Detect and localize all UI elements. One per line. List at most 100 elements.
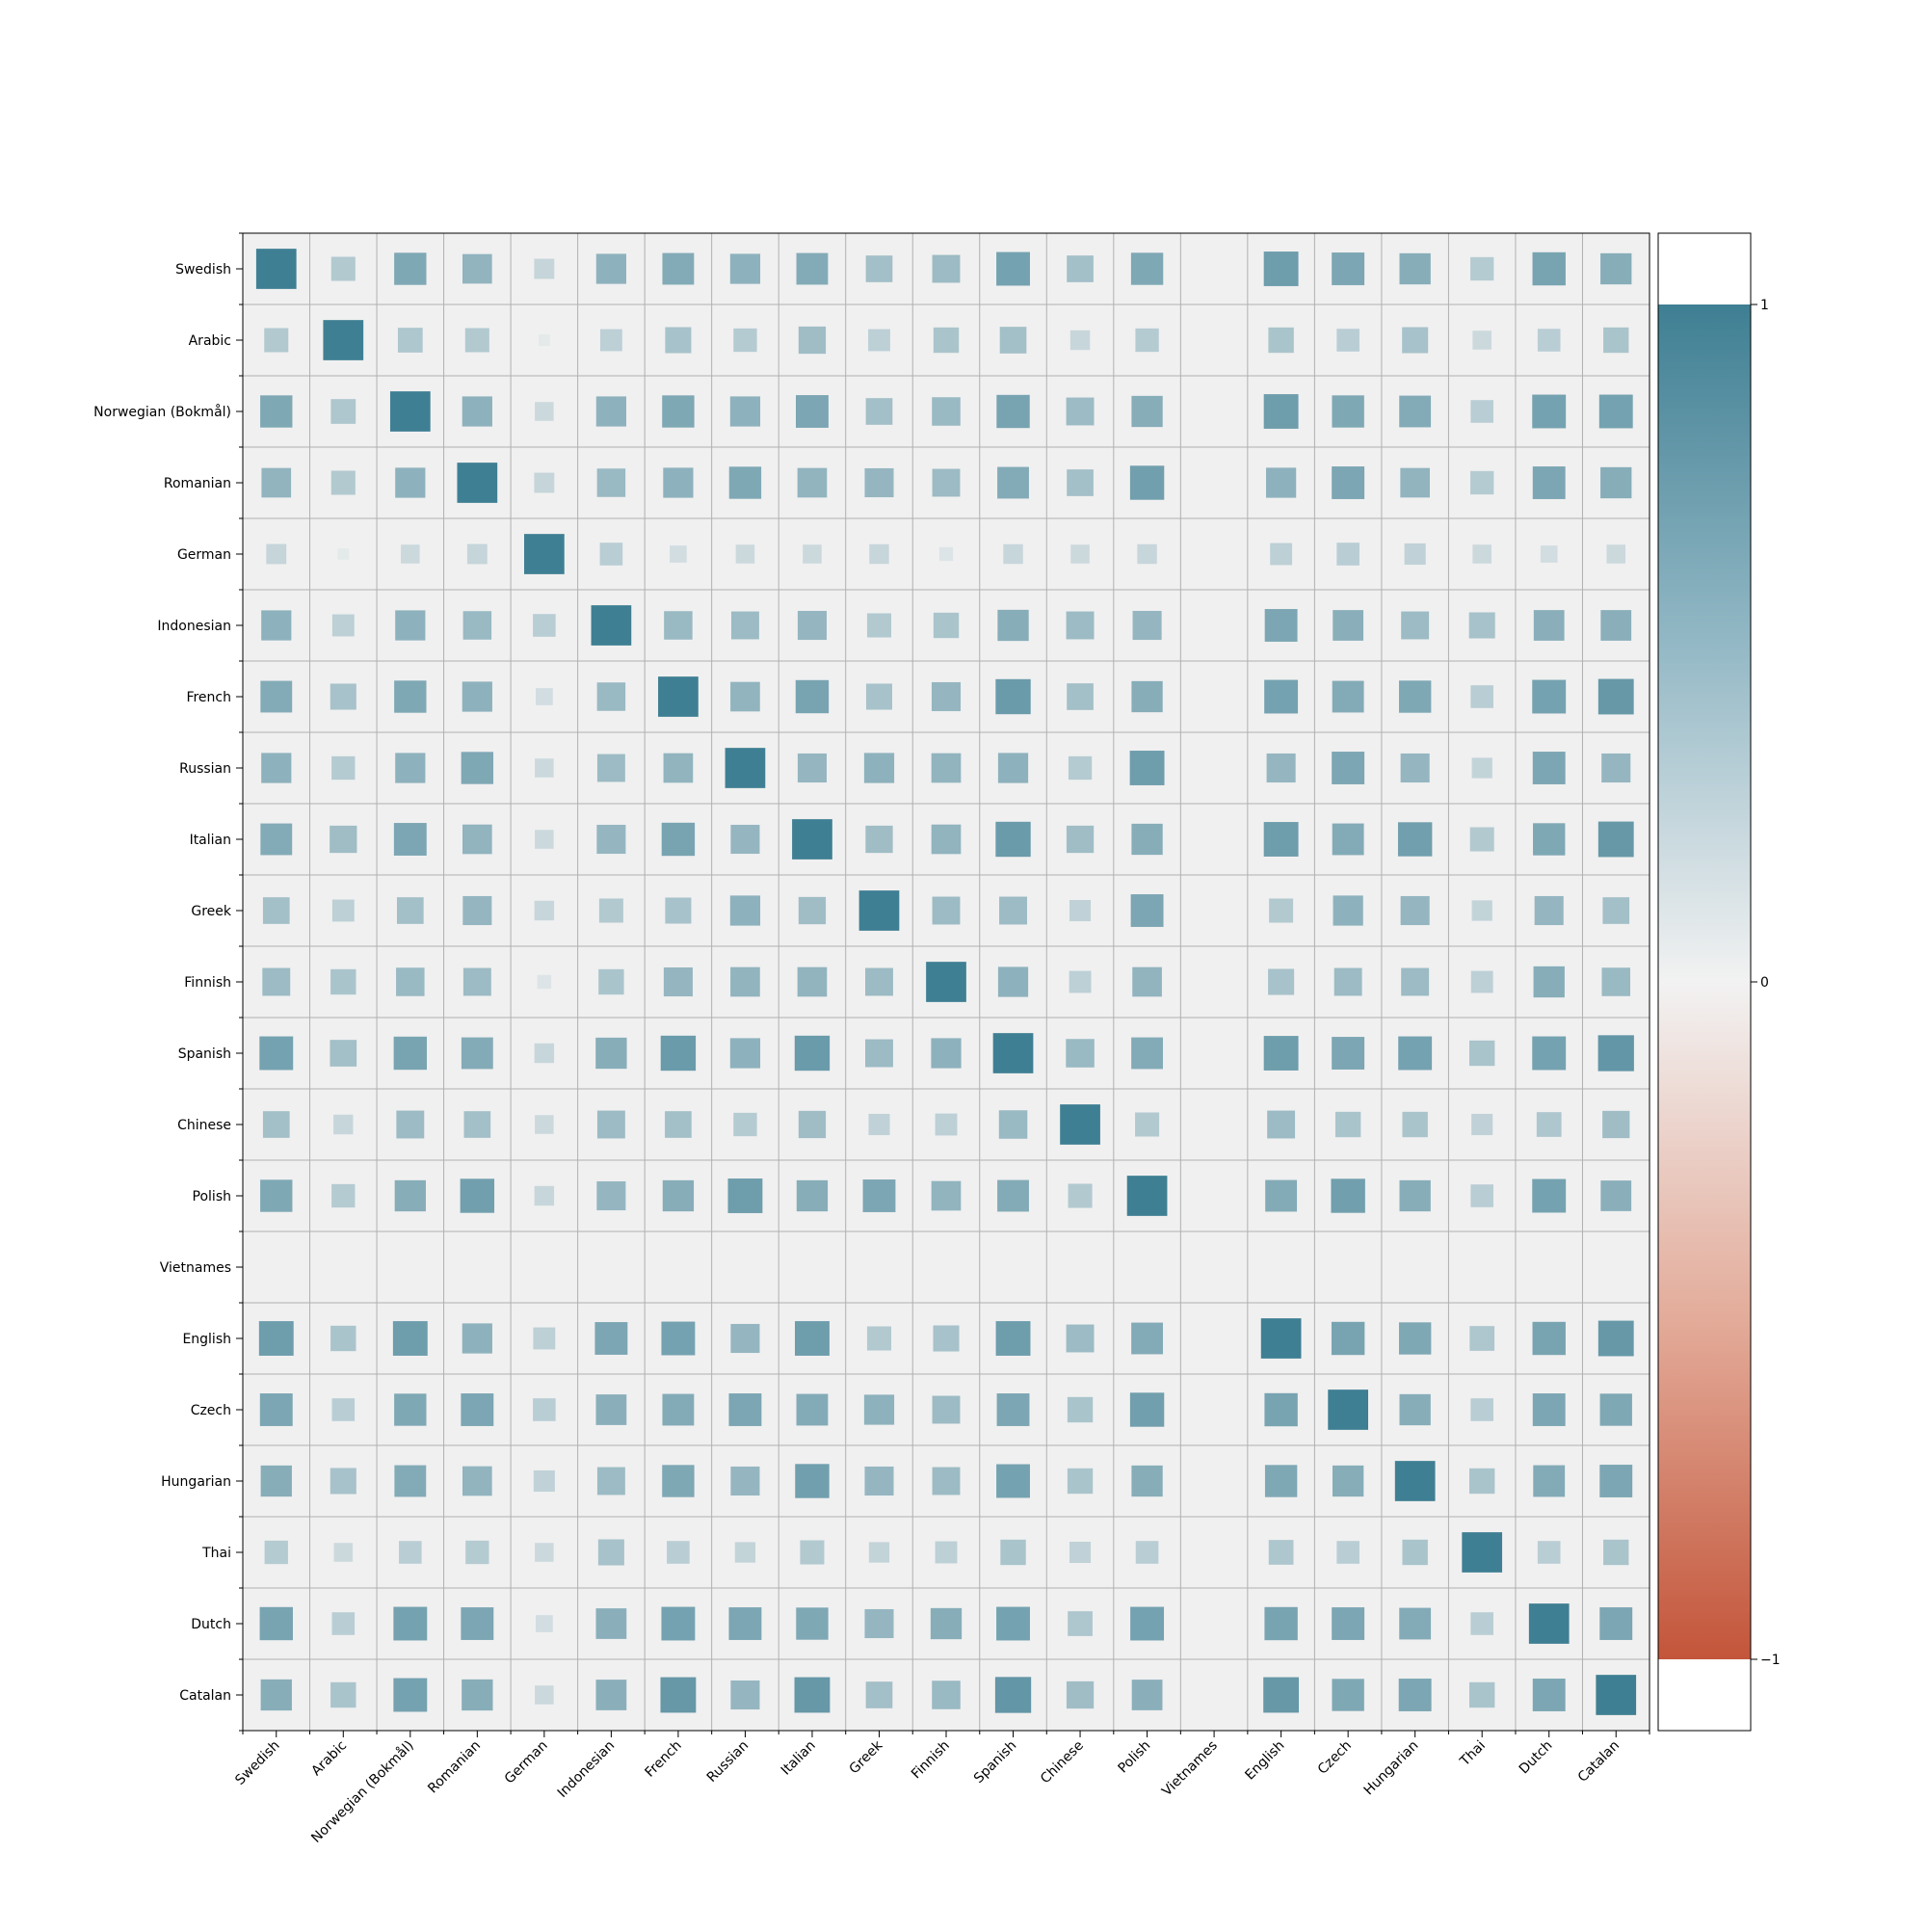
heatmap-cell xyxy=(797,753,827,783)
heatmap-cell xyxy=(1067,255,1094,282)
heatmap-cell xyxy=(1532,1393,1566,1426)
heatmap-cell xyxy=(1069,330,1091,351)
heatmap-cell xyxy=(1066,397,1095,426)
heatmap-cell xyxy=(658,676,699,717)
heatmap-cell xyxy=(457,463,498,503)
heatmap-cell xyxy=(1597,821,1634,858)
heatmap-cell xyxy=(535,402,554,421)
heatmap-cell xyxy=(534,900,555,921)
heatmap-cell xyxy=(1404,543,1426,566)
heatmap-cell xyxy=(596,824,626,855)
heatmap-cell xyxy=(1060,1104,1100,1145)
heatmap-cell xyxy=(1263,394,1299,429)
x-tick-label: German xyxy=(502,1738,551,1787)
heatmap-cell xyxy=(1601,753,1631,783)
heatmap-cell xyxy=(997,466,1029,499)
heatmap-cell xyxy=(1399,395,1432,428)
heatmap-cell xyxy=(462,1679,493,1711)
heatmap-cell xyxy=(260,1465,292,1497)
heatmap-cell xyxy=(1394,1461,1436,1501)
heatmap-cell xyxy=(1268,327,1294,354)
heatmap-cell xyxy=(535,758,554,778)
heatmap-cell xyxy=(1003,543,1023,565)
heatmap-cell xyxy=(1263,1036,1299,1071)
heatmap-cell xyxy=(1067,683,1094,710)
x-tick-label: English xyxy=(1242,1738,1287,1784)
heatmap-cell xyxy=(1068,755,1093,781)
heatmap-cell xyxy=(1332,823,1364,856)
heatmap-cell xyxy=(931,681,962,712)
heatmap-cell xyxy=(1602,1110,1630,1139)
colorbar-tick-label: −1 xyxy=(1760,1653,1781,1668)
heatmap-cell xyxy=(534,472,555,493)
heatmap-cell xyxy=(1534,895,1564,926)
heatmap-cell xyxy=(1533,610,1565,641)
x-tick-label: Dutch xyxy=(1517,1738,1556,1778)
heatmap-cell xyxy=(1402,1539,1428,1566)
heatmap-cell xyxy=(1600,252,1632,285)
heatmap-cell xyxy=(1596,1675,1637,1715)
heatmap-cell xyxy=(461,1607,494,1640)
y-tick-label: Greek xyxy=(191,904,232,919)
heatmap-cell xyxy=(1597,1320,1634,1357)
heatmap-cell xyxy=(660,1677,697,1713)
heatmap-cell xyxy=(794,1035,831,1072)
heatmap-cell xyxy=(595,1608,627,1639)
heatmap-cell xyxy=(1000,1539,1026,1566)
heatmap-cell xyxy=(598,968,624,995)
heatmap-cell xyxy=(596,1467,625,1495)
heatmap-cell xyxy=(866,613,891,638)
heatmap-cell xyxy=(259,1036,294,1071)
heatmap-cell xyxy=(1532,466,1566,499)
heatmap-cell xyxy=(930,1607,963,1640)
heatmap-cell xyxy=(665,897,692,924)
heatmap-cell xyxy=(1131,823,1163,856)
heatmap-cell xyxy=(1470,1612,1493,1635)
y-tick-label: Swedish xyxy=(175,262,231,278)
heatmap-cell xyxy=(394,1393,427,1426)
heatmap-cell xyxy=(538,334,550,346)
heatmap-cell xyxy=(795,1321,830,1356)
heatmap-cell xyxy=(727,1178,763,1213)
heatmap-cell xyxy=(733,328,757,353)
heatmap-cell xyxy=(1600,466,1632,499)
heatmap-cell xyxy=(729,396,761,427)
heatmap-cell xyxy=(536,1615,553,1632)
y-tick-label: Russian xyxy=(179,761,231,777)
heatmap-cell xyxy=(1070,544,1090,564)
y-tick-label: Czech xyxy=(191,1403,231,1418)
heatmap-cell xyxy=(863,753,895,783)
heatmap-cell xyxy=(997,1179,1029,1212)
heatmap-cell xyxy=(393,1606,428,1641)
heatmap-cell xyxy=(330,825,357,854)
y-tick-label: Italian xyxy=(190,833,231,848)
heatmap-cell xyxy=(797,966,828,997)
heatmap-cell xyxy=(535,830,554,849)
heatmap-cell xyxy=(599,543,623,566)
heatmap-cell xyxy=(1268,968,1295,995)
heatmap-cell xyxy=(1260,1318,1302,1359)
heatmap-cell xyxy=(1400,895,1430,926)
heatmap-cell xyxy=(1533,966,1565,998)
heatmap-cell xyxy=(393,1036,428,1071)
heatmap-cell xyxy=(933,327,960,354)
heatmap-cell xyxy=(1599,1393,1632,1426)
heatmap-cell xyxy=(996,394,1030,429)
heatmap-cell xyxy=(1401,611,1430,640)
heatmap-cell xyxy=(1468,1040,1495,1067)
heatmap-cell xyxy=(730,1680,760,1710)
heatmap-cell xyxy=(393,1678,428,1712)
heatmap-cell xyxy=(1331,1321,1365,1356)
heatmap-cell xyxy=(1267,1110,1296,1139)
heatmap-cell xyxy=(331,1183,356,1208)
heatmap-cell xyxy=(260,680,293,713)
heatmap-cell xyxy=(1532,1321,1566,1356)
heatmap-cell xyxy=(866,1326,891,1351)
heatmap-cell xyxy=(533,1398,556,1421)
heatmap-cell xyxy=(865,398,893,425)
heatmap-cell xyxy=(662,252,695,285)
heatmap-cell xyxy=(462,895,492,926)
heatmap-cell xyxy=(1131,1322,1163,1355)
heatmap-cell xyxy=(730,1466,760,1496)
